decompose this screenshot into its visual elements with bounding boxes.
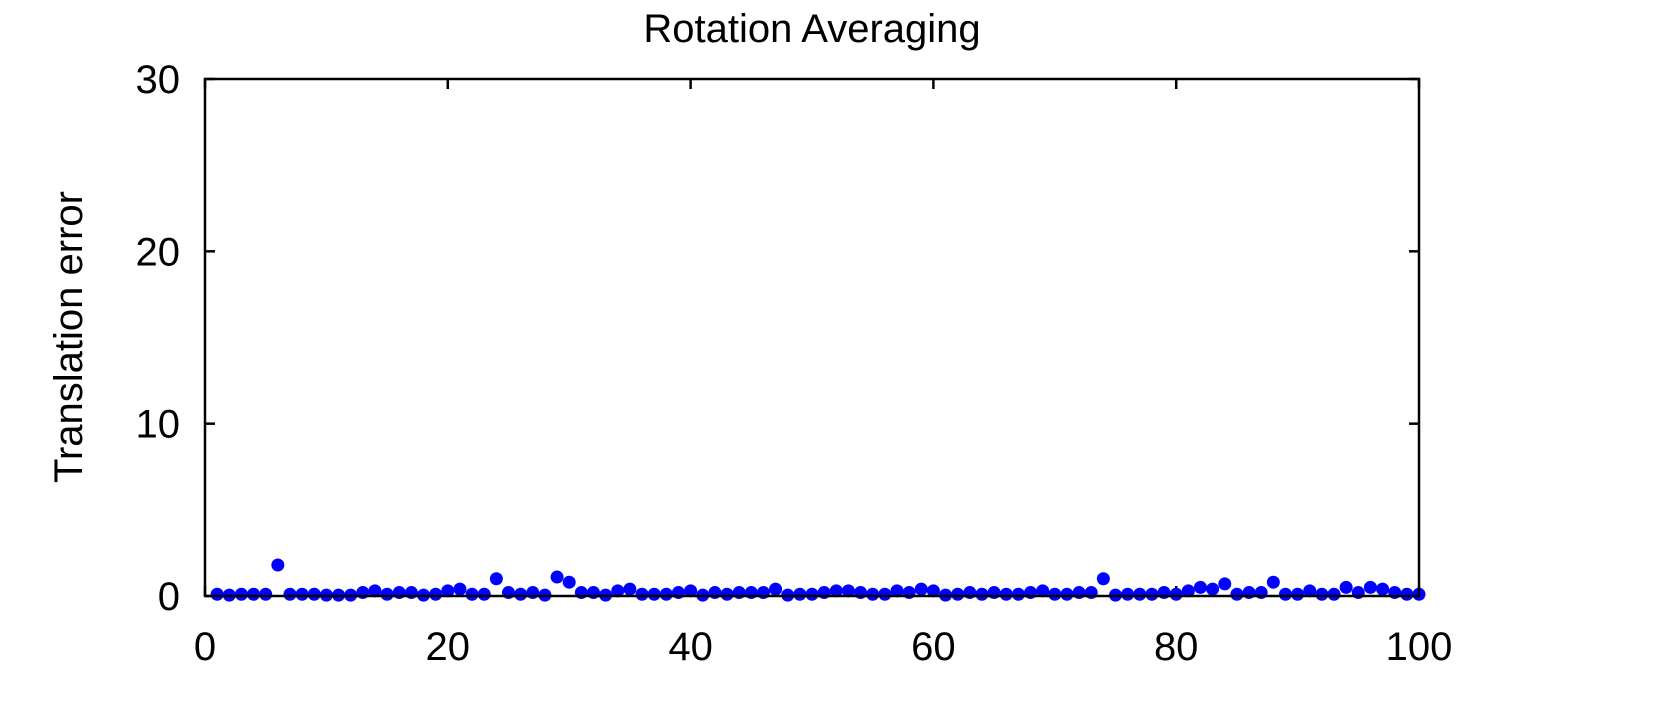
data-point <box>210 587 224 601</box>
data-point <box>635 587 649 601</box>
x-tick-label: 60 <box>911 625 956 669</box>
data-point <box>429 587 443 601</box>
data-point <box>307 587 321 601</box>
data-point <box>878 587 892 601</box>
data-point <box>247 587 261 601</box>
data-point <box>659 587 673 601</box>
data-point <box>1181 584 1195 598</box>
y-tick-label: 10 <box>136 403 181 447</box>
y-tick-label: 0 <box>158 575 180 619</box>
data-point <box>914 582 928 596</box>
data-point <box>1278 587 1292 601</box>
data-point <box>611 584 625 598</box>
y-axis-label: Translation error <box>47 191 91 483</box>
data-point <box>684 584 698 598</box>
x-tick-label: 0 <box>194 625 216 669</box>
x-tick-label: 20 <box>426 625 471 669</box>
x-tick-label: 100 <box>1386 625 1453 669</box>
data-point <box>1315 587 1329 601</box>
data-point <box>489 572 503 586</box>
data-point <box>1363 580 1377 594</box>
data-point <box>890 584 904 598</box>
data-point <box>793 587 807 601</box>
axis-ticks: 0 20 40 60 80 100 0 10 20 30 <box>136 58 1453 669</box>
data-point <box>805 587 819 601</box>
data-point <box>1145 587 1159 601</box>
data-point <box>295 587 309 601</box>
data-point <box>975 587 989 601</box>
data-point <box>283 587 297 601</box>
data-point <box>623 582 637 596</box>
data-point <box>380 587 394 601</box>
data-point <box>514 587 528 601</box>
data-point <box>1048 587 1062 601</box>
data-point <box>1327 587 1341 601</box>
data-point <box>1121 587 1135 601</box>
data-point <box>769 582 783 596</box>
plot-frame <box>203 77 1421 598</box>
data-point <box>1169 587 1183 601</box>
data-point <box>866 587 880 601</box>
data-point <box>259 587 273 601</box>
data-point <box>271 558 285 572</box>
data-point <box>926 584 940 598</box>
data-point <box>1206 582 1220 596</box>
data-point <box>550 570 564 584</box>
data-point <box>1060 587 1074 601</box>
data-point <box>1376 582 1390 596</box>
data-point <box>1011 587 1025 601</box>
y-tick-label: 20 <box>136 230 181 274</box>
data-point <box>720 587 734 601</box>
data-point <box>1133 587 1147 601</box>
chart-title: Rotation Averaging <box>643 7 980 51</box>
data-point <box>441 584 455 598</box>
data-point <box>368 584 382 598</box>
data-point <box>1230 587 1244 601</box>
data-point <box>465 587 479 601</box>
data-point <box>999 587 1013 601</box>
data-point <box>234 587 248 601</box>
data-point <box>562 575 576 589</box>
x-tick-label: 40 <box>668 625 713 669</box>
data-point <box>841 584 855 598</box>
x-tick-label: 80 <box>1154 625 1199 669</box>
data-point <box>1096 572 1110 586</box>
data-point <box>1303 584 1317 598</box>
data-point <box>1291 587 1305 601</box>
y-tick-label: 30 <box>136 58 181 102</box>
data-point <box>1339 580 1353 594</box>
data-point <box>829 584 843 598</box>
data-point <box>647 587 661 601</box>
data-point <box>1193 580 1207 594</box>
data-point <box>1400 587 1414 601</box>
data-point <box>1036 584 1050 598</box>
data-point <box>1266 575 1280 589</box>
data-point <box>951 587 965 601</box>
data-point <box>453 582 467 596</box>
data-point <box>477 587 491 601</box>
data-point <box>1218 577 1232 591</box>
